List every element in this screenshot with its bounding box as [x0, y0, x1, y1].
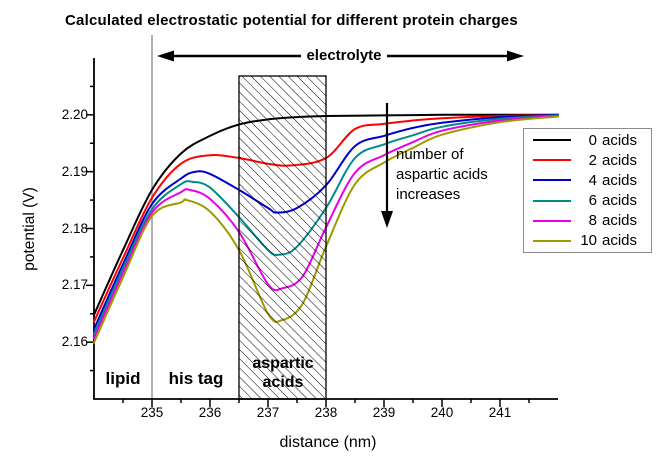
- aspartic-acids-hatch-region: [238, 75, 327, 400]
- y-tick-label: 2.19: [61, 163, 88, 179]
- x-axis-label: distance (nm): [279, 434, 377, 451]
- legend-label: 10 acids: [580, 232, 638, 250]
- legend-line-sample: [533, 139, 571, 142]
- electrolyte-arrow-right-head: [507, 50, 524, 62]
- legend-item-10-acids: 10 acids: [524, 231, 651, 250]
- region-label-lipid: lipid: [105, 369, 141, 388]
- x-tick-label: 239: [372, 405, 396, 420]
- legend: 0 acids 2 acids 4 acids 6 acids 8 acids 10 acids: [523, 128, 652, 253]
- y-tick-label: 2.17: [61, 277, 88, 293]
- legend-item-2-acids: 2 acids: [524, 151, 651, 170]
- electrolyte-annotation: electrolyte: [306, 47, 382, 64]
- x-tick-label: 240: [430, 405, 454, 420]
- legend-line-sample: [533, 199, 571, 202]
- increase-annotation: number of aspartic acids increases: [396, 146, 488, 203]
- region-label-aspartic-acids: aspartic acids: [252, 355, 314, 391]
- x-tick-label: 237: [256, 405, 280, 420]
- legend-item-0-acids: 0 acids: [524, 131, 651, 150]
- legend-line-sample: [533, 179, 571, 182]
- legend-label: 0 acids: [588, 131, 638, 149]
- legend-line-sample: [533, 239, 571, 242]
- legend-line-sample: [533, 159, 571, 162]
- chart-title: Calculated electrostatic potential for d…: [65, 12, 518, 29]
- legend-label: 8 acids: [588, 212, 638, 230]
- x-tick-label: 241: [488, 405, 512, 420]
- legend-item-6-acids: 6 acids: [524, 191, 651, 210]
- y-axis-label: potential (V): [21, 187, 38, 271]
- x-tick-label: 238: [314, 405, 338, 420]
- y-tick-label: 2.20: [61, 106, 88, 122]
- x-tick-label: 236: [198, 405, 222, 420]
- y-tick-label: 2.16: [61, 334, 88, 350]
- increase-arrow-head: [381, 211, 393, 228]
- legend-label: 2 acids: [588, 151, 638, 169]
- legend-item-8-acids: 8 acids: [524, 211, 651, 230]
- x-tick-label: 235: [140, 405, 164, 420]
- legend-label: 4 acids: [588, 171, 638, 189]
- legend-label: 6 acids: [588, 192, 638, 210]
- region-label-his-tag: his tag: [168, 369, 224, 388]
- legend-item-4-acids: 4 acids: [524, 171, 651, 190]
- y-tick-label: 2.18: [61, 220, 88, 236]
- electrolyte-arrow-left-head: [157, 50, 174, 62]
- legend-line-sample: [533, 219, 571, 222]
